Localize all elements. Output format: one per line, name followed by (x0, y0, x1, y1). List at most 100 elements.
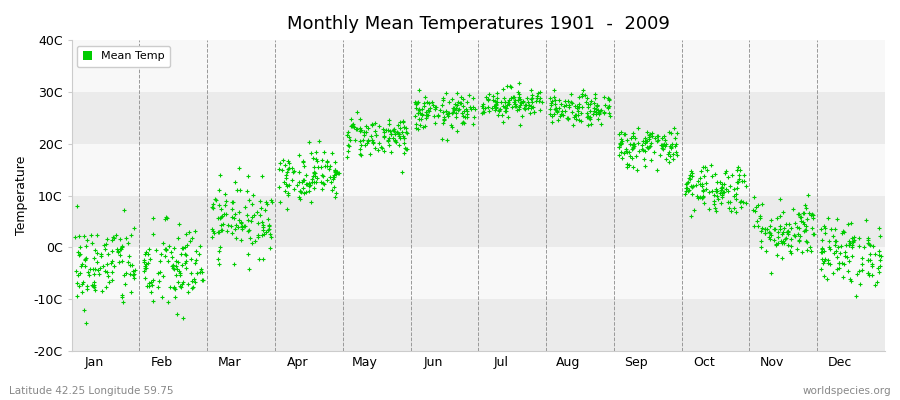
Point (475, 110, 490, 116)
Point (345, 122, 359, 129)
Point (232, 187, 247, 194)
Point (429, 104, 444, 110)
Point (137, 268, 151, 274)
Point (350, 108, 365, 115)
Point (489, 99, 503, 105)
Point (456, 119, 471, 126)
Point (489, 102, 503, 108)
Point (122, 270, 137, 277)
Point (357, 129, 372, 136)
Point (234, 220, 248, 227)
Point (872, 268, 886, 275)
Point (774, 238, 788, 244)
Point (557, 102, 572, 109)
Point (93, 265, 107, 272)
Point (327, 172, 341, 178)
Point (227, 260, 241, 267)
Point (597, 94, 611, 100)
Point (562, 102, 577, 108)
Point (400, 125, 414, 132)
Point (286, 168, 301, 174)
Point (727, 186, 742, 192)
Point (98, 246, 112, 252)
Point (264, 233, 278, 240)
Point (820, 276, 834, 282)
Point (613, 140, 627, 146)
Point (708, 205, 723, 212)
Point (410, 105, 424, 112)
Point (358, 142, 373, 148)
Point (450, 99, 464, 106)
Point (390, 128, 404, 135)
Point (502, 101, 517, 107)
Point (814, 226, 828, 232)
Point (143, 288, 157, 295)
Point (433, 107, 447, 114)
Point (76, 281, 90, 288)
Point (829, 238, 843, 244)
Point (381, 137, 395, 144)
Point (409, 101, 423, 108)
Point (758, 226, 772, 232)
Point (770, 228, 785, 235)
Point (455, 96, 470, 102)
Point (805, 225, 819, 231)
Point (185, 284, 200, 290)
Point (638, 134, 652, 141)
Point (661, 151, 675, 157)
Point (139, 274, 153, 281)
Point (551, 117, 565, 123)
Point (377, 148, 392, 154)
Point (214, 206, 229, 212)
Point (214, 222, 229, 228)
Point (829, 248, 843, 254)
Point (212, 248, 226, 254)
Point (532, 97, 546, 104)
Point (340, 154, 355, 160)
Point (112, 246, 127, 252)
Point (176, 245, 190, 251)
Point (411, 107, 426, 114)
Point (571, 112, 585, 118)
Point (830, 216, 844, 222)
Point (212, 229, 226, 235)
Point (592, 111, 607, 117)
Point (286, 186, 301, 192)
Point (862, 241, 877, 247)
Point (127, 275, 141, 281)
Point (111, 249, 125, 255)
Point (498, 108, 512, 115)
Point (173, 272, 187, 278)
Point (431, 112, 446, 118)
Point (804, 248, 818, 254)
Point (709, 179, 724, 186)
Point (87, 279, 102, 285)
Point (656, 142, 670, 148)
Point (353, 151, 367, 157)
Point (419, 109, 434, 115)
Point (684, 168, 698, 174)
Point (637, 138, 652, 144)
Point (324, 179, 338, 185)
Point (489, 105, 503, 112)
Point (817, 256, 832, 262)
Point (709, 193, 724, 200)
Point (143, 256, 157, 262)
Point (642, 134, 656, 140)
Point (80, 236, 94, 243)
Point (241, 217, 256, 224)
Point (775, 240, 789, 246)
Point (122, 253, 137, 260)
Point (772, 195, 787, 202)
Point (563, 99, 578, 105)
Point (621, 162, 635, 168)
Point (500, 99, 515, 105)
Point (523, 110, 537, 117)
Point (353, 116, 367, 122)
Point (626, 130, 640, 136)
Point (227, 215, 241, 222)
Point (427, 112, 441, 119)
Point (669, 140, 683, 147)
Point (730, 166, 744, 173)
Point (525, 99, 539, 105)
